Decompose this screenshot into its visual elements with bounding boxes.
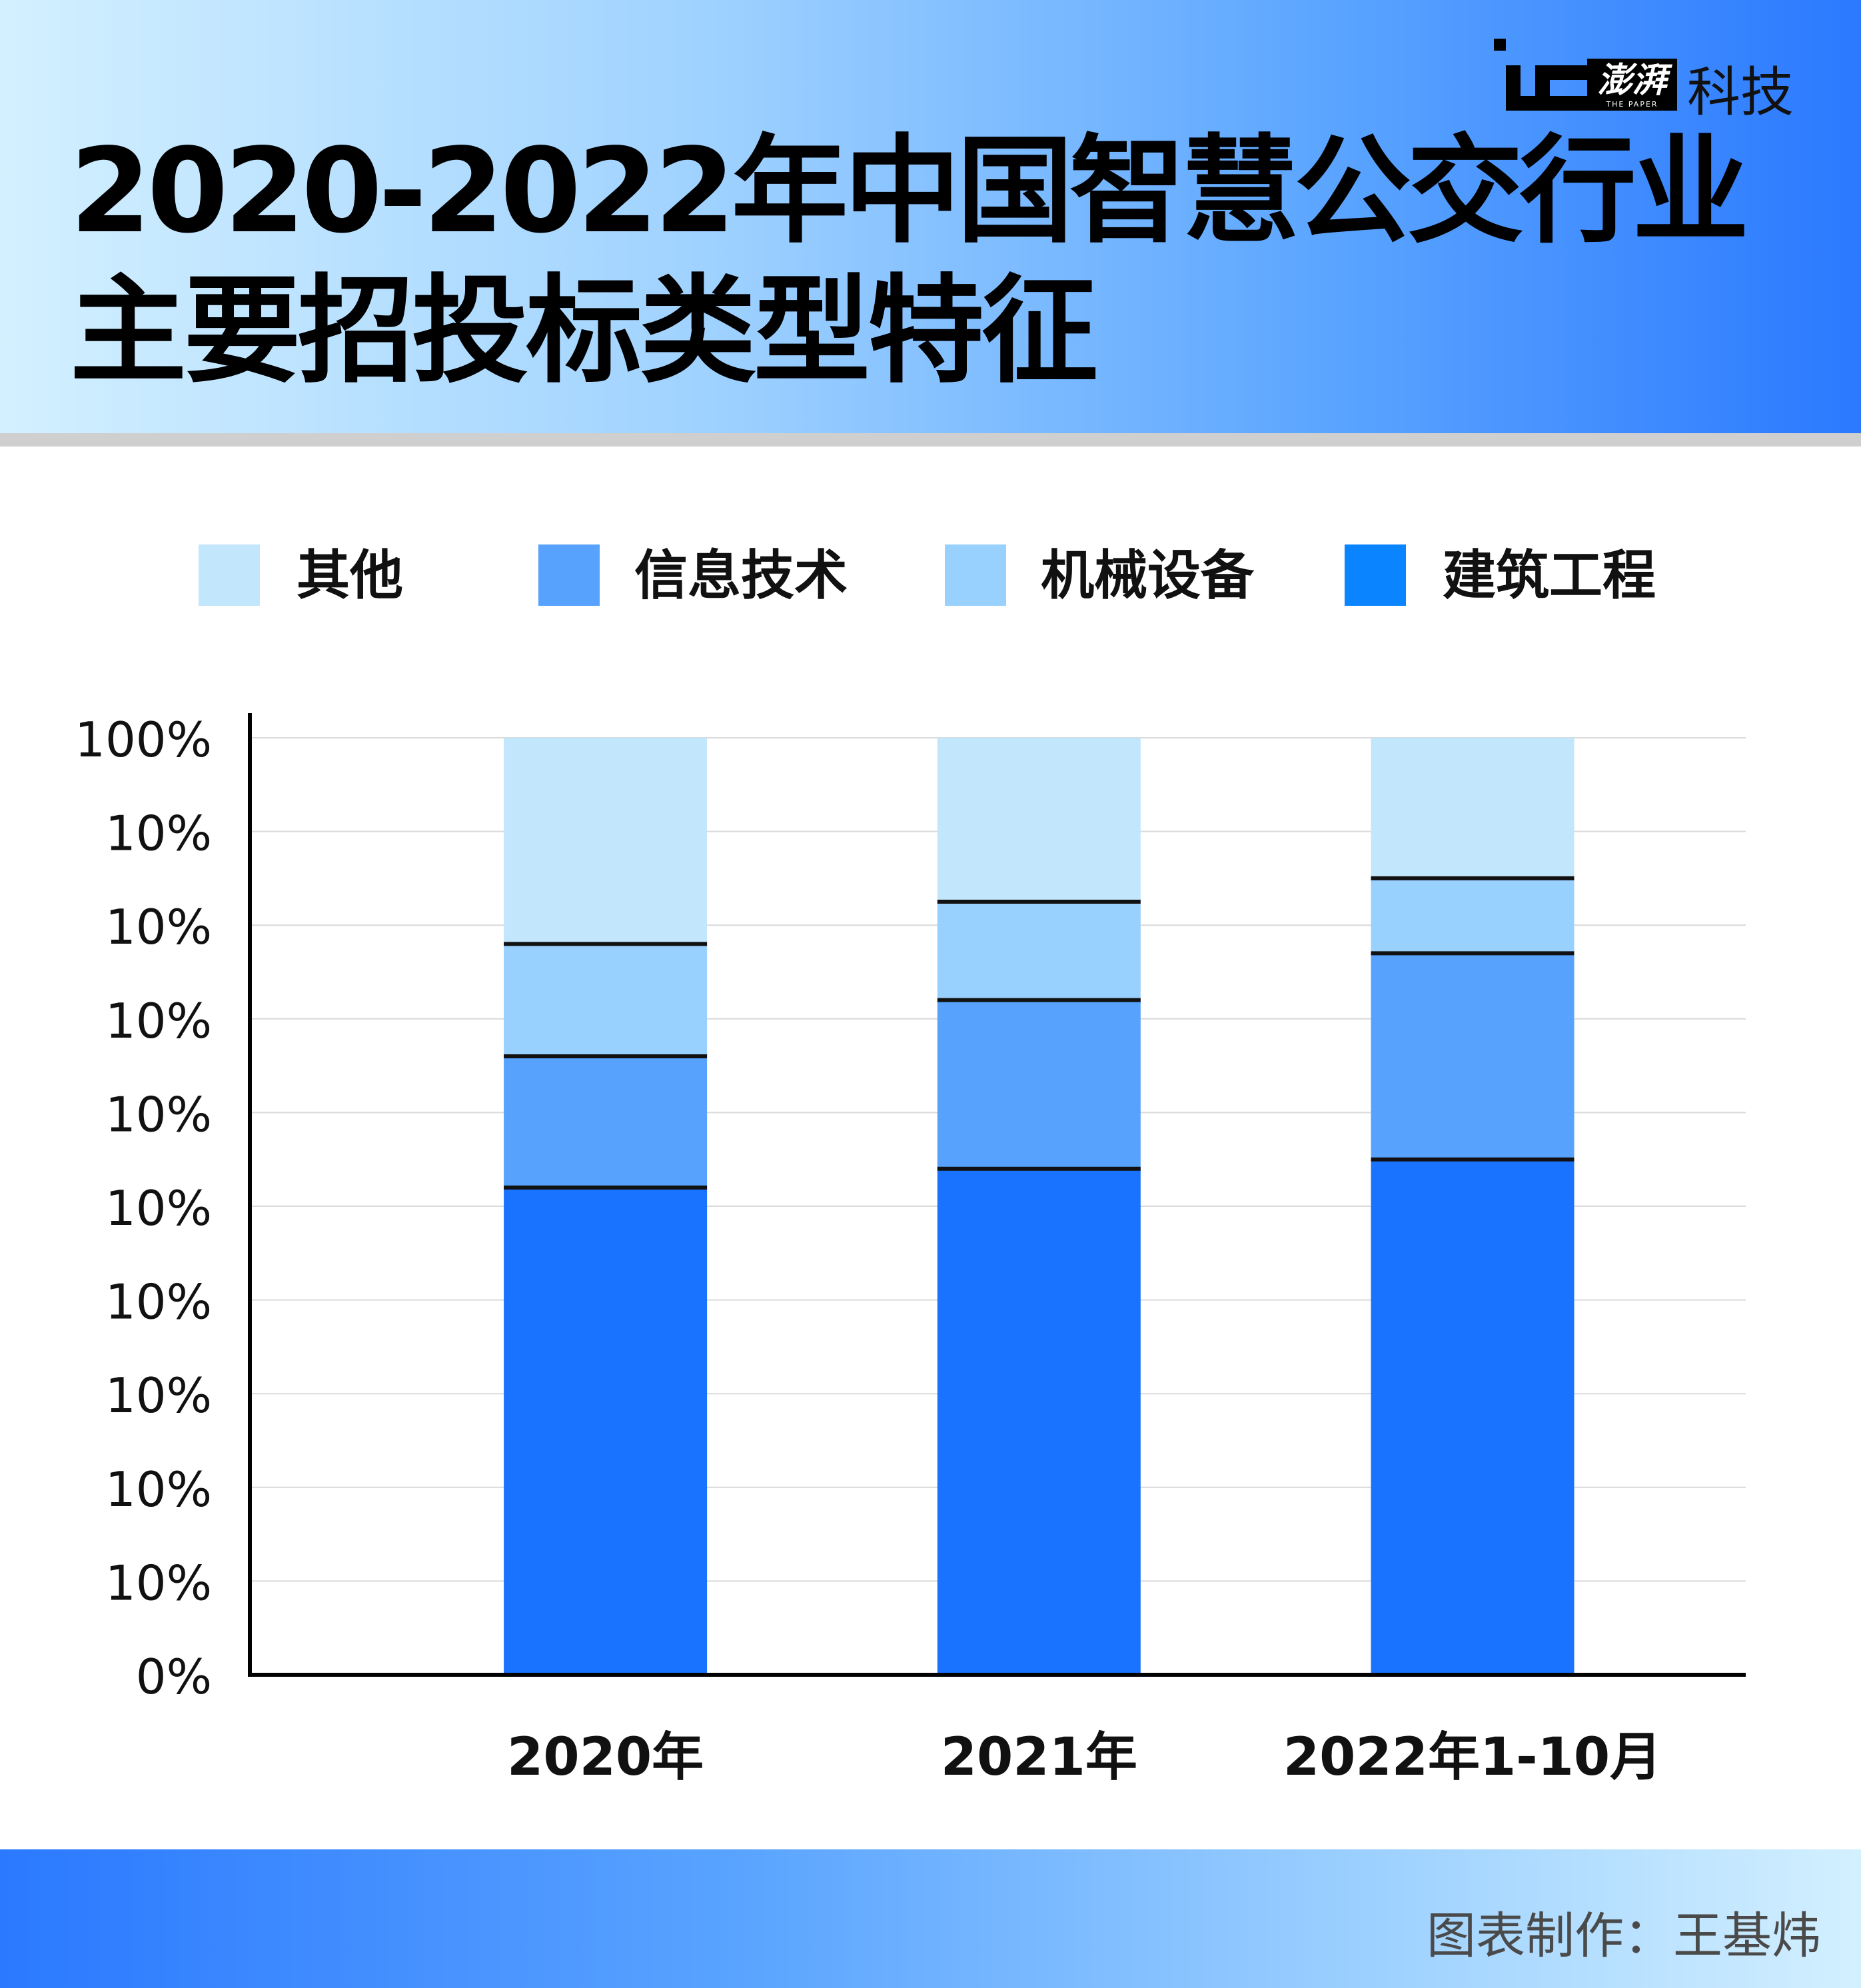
legend-label-it: 信息技术 (634, 544, 848, 606)
bar-segment-machinery (1371, 878, 1574, 954)
brand-subtitle: THE PAPER (1606, 100, 1658, 109)
logo-mark-icon (1494, 39, 1587, 111)
section-label: 科技 (1687, 61, 1794, 123)
y-tick-label: 100% (75, 712, 212, 768)
x-tick-label: 2020年 (507, 1727, 704, 1787)
y-tick-label: 10% (105, 1274, 212, 1330)
bar-segment-construction (1371, 1159, 1574, 1675)
bar-segment-machinery (504, 944, 708, 1057)
bar-segment-other (937, 738, 1141, 902)
bar-segment-it (504, 1056, 708, 1188)
legend-label-other: 其他 (297, 544, 403, 606)
legend-swatch-it (538, 544, 600, 606)
bar-segment-construction (937, 1168, 1141, 1675)
bar-segment-other (1371, 738, 1574, 878)
bar-segment-construction (504, 1187, 708, 1675)
bar-segment-machinery (937, 902, 1141, 1000)
stacked-bar-chart: 0% 10% 10% 10% 10% 10% 10% 10% 10% 10% 100% 2020年 20… (75, 712, 1746, 1787)
brand-wordmark: 澎湃 (1587, 59, 1677, 111)
legend-label-machinery: 机械设备 (1041, 544, 1254, 606)
footer-banner: 图表制作：王基炜 (0, 1849, 1861, 1988)
x-tick-label: 2022年1-10月 (1283, 1727, 1662, 1787)
bar-segment-other (504, 738, 708, 944)
y-tick-label: 10% (105, 1555, 212, 1611)
x-tick-label: 2021年 (941, 1727, 1137, 1787)
y-tick-label: 10% (105, 1462, 212, 1517)
legend-swatch-machinery (945, 544, 1006, 606)
legend-label-construction: 建筑工程 (1443, 544, 1656, 606)
legend-swatch-other (199, 544, 260, 606)
chart-credit: 图表制作：王基炜 (1427, 1907, 1821, 1965)
the-paper-tech-logo: 澎湃 THE PAPER 科技 (1494, 39, 1827, 123)
bar-segment-it (937, 1000, 1141, 1169)
y-tick-label: 10% (105, 1180, 212, 1236)
bar-segment-it (1371, 953, 1574, 1160)
chart-title-line-1: 2020-2022年中国智慧公交行业 (70, 124, 1749, 259)
y-tick-label: 10% (105, 899, 212, 955)
legend-swatch-construction (1345, 544, 1406, 606)
y-tick-label: 10% (105, 993, 212, 1049)
chart-title-line-2: 主要招投标类型特征 (70, 264, 1098, 399)
y-tick-label: 10% (105, 806, 212, 862)
y-tick-label: 0% (136, 1649, 212, 1705)
header-divider (0, 433, 1861, 447)
y-tick-label: 10% (105, 1368, 212, 1424)
y-tick-label: 10% (105, 1086, 212, 1142)
